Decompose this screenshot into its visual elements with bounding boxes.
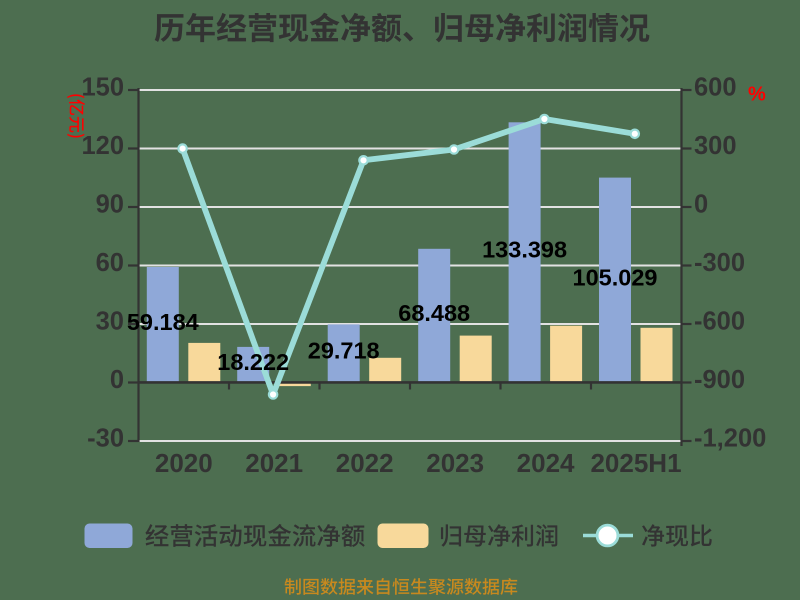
svg-text:59.184: 59.184 (127, 309, 199, 335)
svg-text:150: 150 (81, 74, 124, 102)
svg-text:105.029: 105.029 (573, 264, 658, 290)
svg-text:%: % (748, 84, 766, 106)
svg-text:18.222: 18.222 (217, 349, 289, 375)
svg-text:2021: 2021 (245, 448, 303, 478)
svg-text:68.488: 68.488 (398, 300, 470, 326)
svg-text:2022: 2022 (336, 448, 394, 478)
svg-text:2023: 2023 (426, 448, 484, 478)
svg-text:-600: -600 (694, 308, 745, 336)
svg-text:0: 0 (694, 191, 708, 219)
svg-text:-1,200: -1,200 (694, 425, 766, 453)
svg-text:600: 600 (694, 74, 737, 102)
svg-text:2025H1: 2025H1 (590, 448, 681, 478)
svg-text:-900: -900 (694, 366, 745, 394)
svg-text:30: 30 (96, 308, 124, 336)
svg-text:60: 60 (96, 249, 124, 277)
svg-text:133.398: 133.398 (482, 237, 567, 263)
svg-text:0: 0 (110, 366, 124, 394)
svg-text:120: 120 (81, 132, 124, 160)
svg-text:2024: 2024 (517, 448, 575, 478)
svg-text:-30: -30 (87, 425, 124, 453)
svg-text:2020: 2020 (155, 448, 213, 478)
svg-text:-300: -300 (694, 249, 745, 277)
svg-text:29.718: 29.718 (308, 338, 380, 364)
svg-text:300: 300 (694, 132, 737, 160)
svg-text:90: 90 (96, 191, 124, 219)
